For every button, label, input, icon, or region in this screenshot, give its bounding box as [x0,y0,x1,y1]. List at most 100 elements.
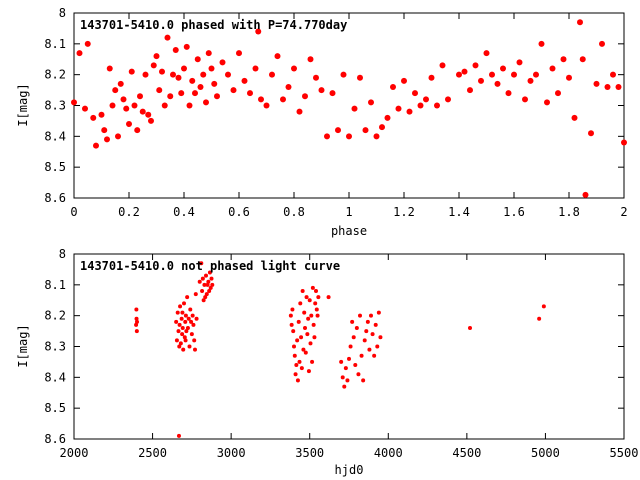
phased-data-point [98,111,105,118]
phased-x-tick-label: 1.4 [448,205,470,219]
unphased-data-point [206,279,211,284]
phased-data-point [285,84,292,90]
unphased-data-point [310,359,315,364]
unphased-chart: 8 8.1 8.2 8.3 8.4 8.5 8.6 2000 2500 3000 3500 4000… [16,247,638,477]
unphased-data-point [294,363,299,367]
unphased-data-point [310,285,315,290]
unphased-data-point [306,316,311,321]
phased-data-point [313,74,319,81]
unphased-data-point [174,319,179,324]
phased-data-point [489,71,495,78]
phased-data-point [291,65,297,72]
phased-data-point [610,71,616,78]
phased-y-tick-label: 8 [59,6,66,20]
unphased-x-tick-label: 3500 [295,446,324,460]
unphased-data-point [326,295,331,300]
unphased-data-point [292,344,296,349]
phased-y-tick-label: 8.4 [44,129,66,143]
phased-data-point [417,102,424,109]
phased-data-point [104,136,110,143]
unphased-data-point [194,316,199,321]
unphased-data-point [177,344,182,349]
phased-data-point [161,102,168,109]
phased-data-point [172,47,179,53]
phased-data-point [533,71,539,78]
phased-data-point [128,68,135,75]
unphased-data-point [288,313,293,318]
unphased-data-point [348,344,353,349]
unphased-data-point [314,289,318,293]
phased-y-axis-label: I[mag] [16,83,30,126]
unphased-data-point [303,350,308,355]
phased-data-point [76,50,83,57]
phased-data-point [120,96,127,103]
phased-x-tick-label: 1.8 [558,205,580,219]
phased-data-point [252,65,259,72]
unphased-data-point [187,344,192,349]
unphased-data-point [199,261,204,266]
unphased-x-tick-label: 3000 [217,446,246,460]
phased-data-point [170,71,176,78]
phased-x-tick-label: 0.2 [118,205,140,219]
unphased-data-point [369,313,373,318]
unphased-data-point [204,273,208,278]
unphased-y-axis-label: I[mag] [16,324,30,367]
unphased-data-point [312,335,317,340]
unphased-data-point [179,316,184,321]
phased-x-tick-label: 0 [70,205,77,219]
unphased-data-point [193,347,197,352]
phased-data-point [247,90,253,97]
phased-data-point [194,56,201,63]
unphased-data-point [367,347,372,352]
unphased-data-point [309,313,314,318]
unphased-y-tick-label: 8.3 [44,340,66,354]
phased-data-point [197,84,204,90]
phased-data-point [362,127,369,134]
unphased-data-point [189,319,194,324]
unphased-data-point [537,316,542,321]
phased-data-point [384,114,391,121]
phased-data-point [412,90,418,97]
unphased-data-point [292,353,297,358]
unphased-data-point [358,313,362,318]
unphased-data-point [340,375,345,380]
phased-data-point [181,65,187,72]
phased-data-point [318,87,325,94]
unphased-data-point [300,289,305,293]
unphased-data-point [311,322,316,327]
phased-plot-frame [73,12,625,199]
phased-chart-title: 143701-5410.0 phased with P=74.770day [80,18,347,32]
phased-data-point [549,65,556,72]
unphased-data-point [301,347,306,352]
unphased-data-point [299,335,304,340]
phased-x-tick-label: 0.4 [173,205,195,219]
phased-data-point [604,84,611,90]
phased-data-point [164,34,171,41]
phased-data-point [167,93,174,100]
phased-data-point [156,87,163,94]
unphased-x-axis-label: hjd0 [335,463,364,477]
phased-data-point [439,62,446,69]
phased-data-point [579,56,586,63]
unphased-data-point [316,295,321,300]
unphased-data-point [306,369,311,374]
phased-data-point [84,40,91,47]
unphased-data-point [176,329,181,334]
phased-data-point [101,127,108,134]
phased-data-point [390,84,396,90]
phased-data-point [203,99,209,106]
phased-data-point [544,99,550,106]
unphased-data-point [304,295,309,300]
phased-data-point [467,87,473,94]
phased-data-point [511,71,517,78]
unphased-data-point [134,322,139,327]
unphased-data-point [370,332,375,337]
unphased-y-tick-label: 8.1 [44,278,66,292]
phased-data-point [280,96,286,103]
phased-data-point [346,133,352,140]
phased-data-point [274,53,281,60]
unphased-data-point [190,313,195,318]
phased-data-point [494,80,501,87]
phased-data-point [428,74,435,81]
